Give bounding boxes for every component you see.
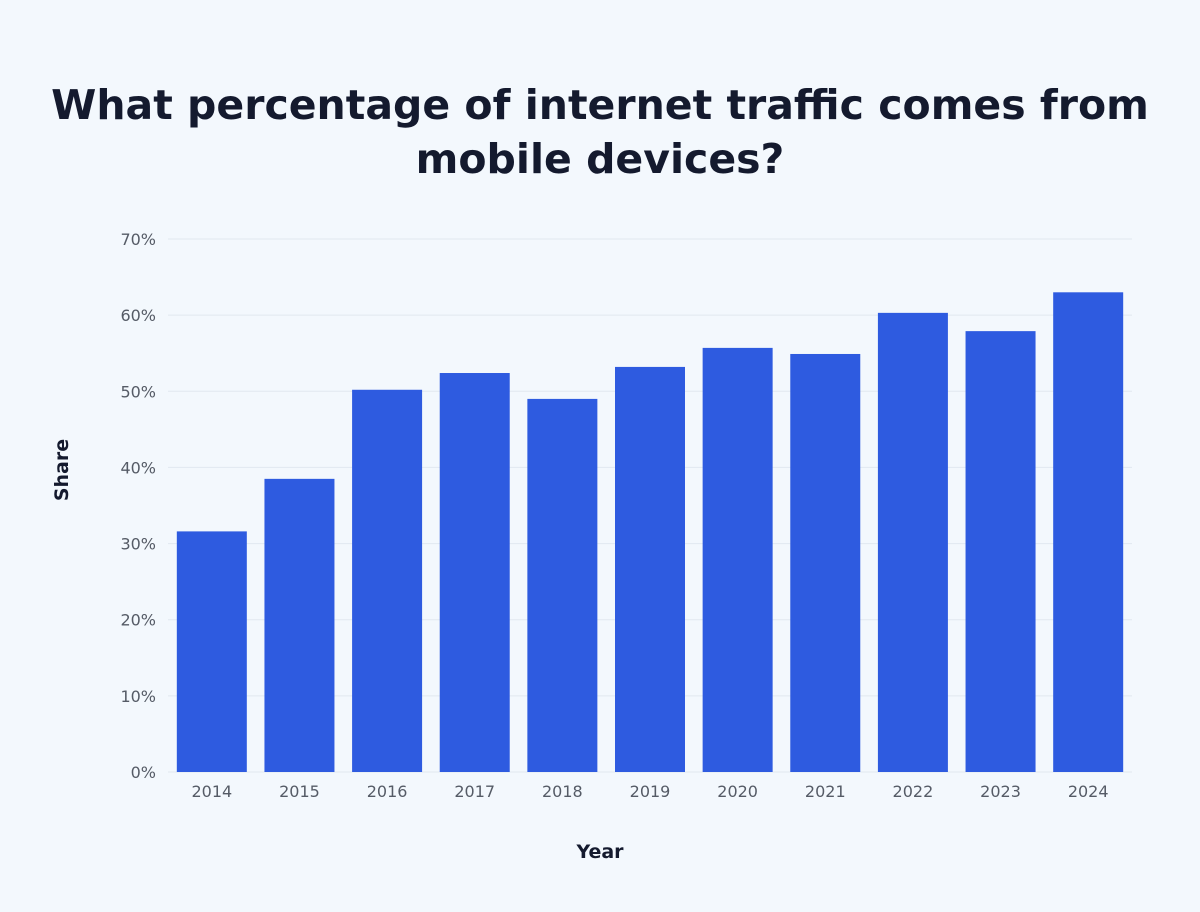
bar-2024 <box>1053 292 1124 772</box>
y-tick-label: 40% <box>120 458 156 477</box>
x-tick-label: 2018 <box>542 782 583 801</box>
y-tick-label: 70% <box>120 230 156 249</box>
bar-2020 <box>702 347 773 772</box>
y-tick-label: 60% <box>120 306 156 325</box>
x-tick-label: 2024 <box>1068 782 1109 801</box>
bar-2019 <box>615 366 685 772</box>
y-axis-label: Share <box>51 439 73 501</box>
x-tick-label: 2014 <box>191 782 232 801</box>
bar-2014 <box>176 531 247 772</box>
bar-2018 <box>527 398 598 772</box>
bar-2016 <box>352 389 423 772</box>
chart-title: What percentage of internet traffic come… <box>51 81 1149 183</box>
x-tick-label: 2020 <box>717 782 758 801</box>
x-tick-label: 2017 <box>454 782 495 801</box>
x-tick-label: 2016 <box>367 782 408 801</box>
bar-2017 <box>439 373 510 772</box>
x-tick-label: 2021 <box>805 782 846 801</box>
y-tick-label: 20% <box>120 611 156 630</box>
x-tick-label: 2019 <box>630 782 671 801</box>
x-tick-label: 2022 <box>893 782 934 801</box>
y-tick-label: 50% <box>120 382 156 401</box>
bar-2021 <box>790 353 861 772</box>
y-tick-label: 0% <box>131 763 156 782</box>
bar-2015 <box>264 478 335 772</box>
y-tick-label: 30% <box>120 535 156 554</box>
x-tick-label: 2023 <box>980 782 1021 801</box>
bar-2022 <box>877 312 948 772</box>
y-tick-label: 10% <box>120 687 156 706</box>
bar-2023 <box>965 331 1036 772</box>
x-axis-label: Year <box>575 841 624 863</box>
x-tick-label: 2015 <box>279 782 320 801</box>
